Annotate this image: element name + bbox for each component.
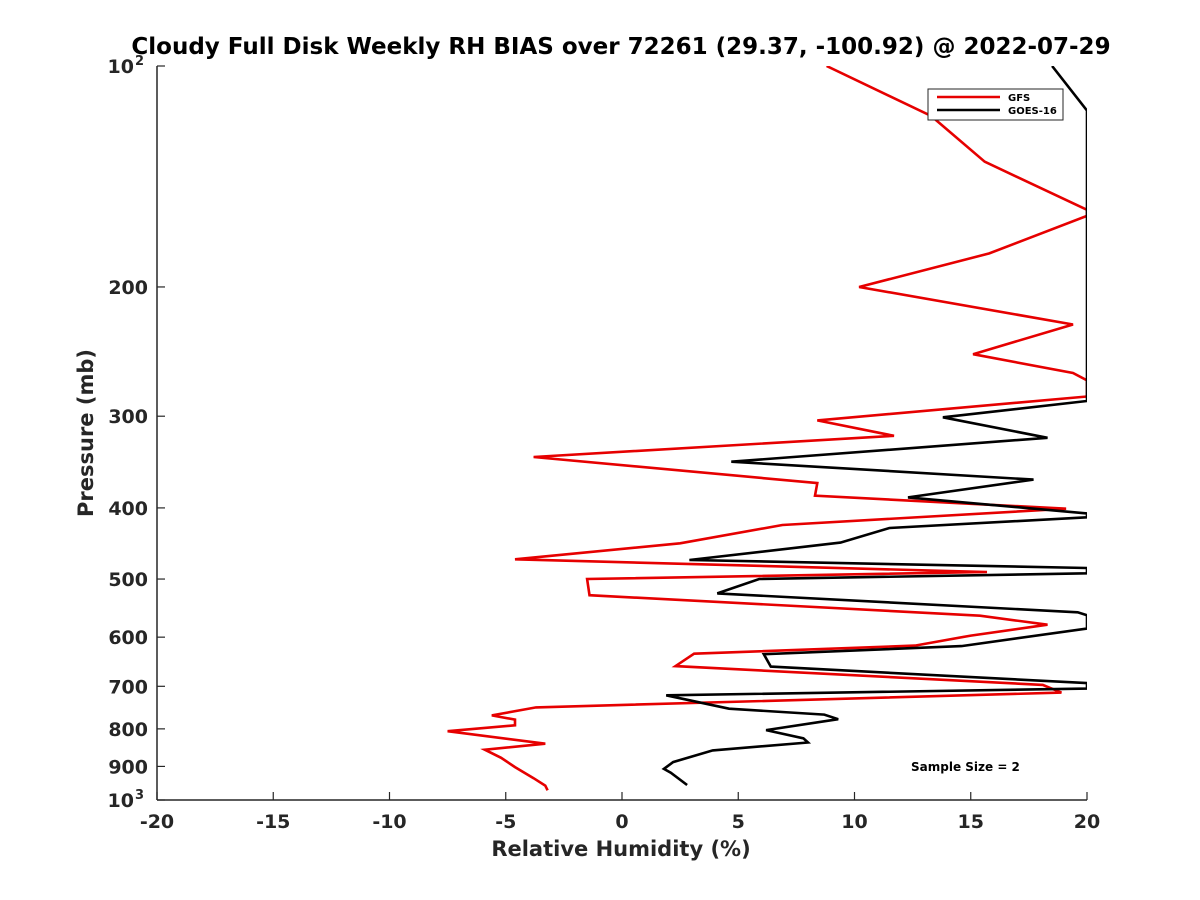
y-tick-label: 800 [108,719,148,741]
y-tick-label: 200 [108,277,148,299]
x-tick-label: 10 [841,811,867,833]
y-tick-label: 600 [108,627,148,649]
y-tick-exponent: 3 [135,788,144,803]
y-tick-label: 700 [108,676,148,698]
y-tick-label: 10 [108,56,134,78]
sample-size-annotation: Sample Size = 2 [911,760,1020,774]
y-axis-label: Pressure (mb) [74,349,98,517]
plot-area: -20 -15 -10 -5 0 5 10 15 20 10 220030040050060070… [108,54,1101,833]
chart-title: Cloudy Full Disk Weekly RH BIAS over 722… [131,34,1110,60]
x-tick-label: -15 [256,811,290,833]
series-line-gfs [447,66,1087,791]
legend-label-goes16: GOES-16 [1008,106,1057,117]
series-line-goes16 [661,66,1087,787]
y-tick-label: 900 [108,756,148,778]
y-tick-label: 10 [108,790,134,812]
y-tick-exponent: 2 [135,54,144,69]
x-tick-label: -20 [140,811,174,833]
x-tick-label: 20 [1074,811,1100,833]
legend-label-gfs: GFS [1008,93,1030,104]
y-tick-label: 400 [108,498,148,520]
x-tick-label: -5 [495,811,516,833]
x-axis-label: Relative Humidity (%) [491,837,750,861]
x-axis-ticks: -20 -15 -10 -5 0 5 10 15 20 [140,792,1100,833]
x-tick-label: -10 [372,811,406,833]
x-tick-label: 5 [732,811,745,833]
y-tick-label: 500 [108,569,148,591]
x-tick-label: 15 [958,811,984,833]
y-tick-label: 300 [108,406,148,428]
legend: GFS GOES-16 [927,88,1064,121]
x-tick-label: 0 [615,811,628,833]
series-layer [447,66,1087,791]
legend-box [927,88,1064,121]
